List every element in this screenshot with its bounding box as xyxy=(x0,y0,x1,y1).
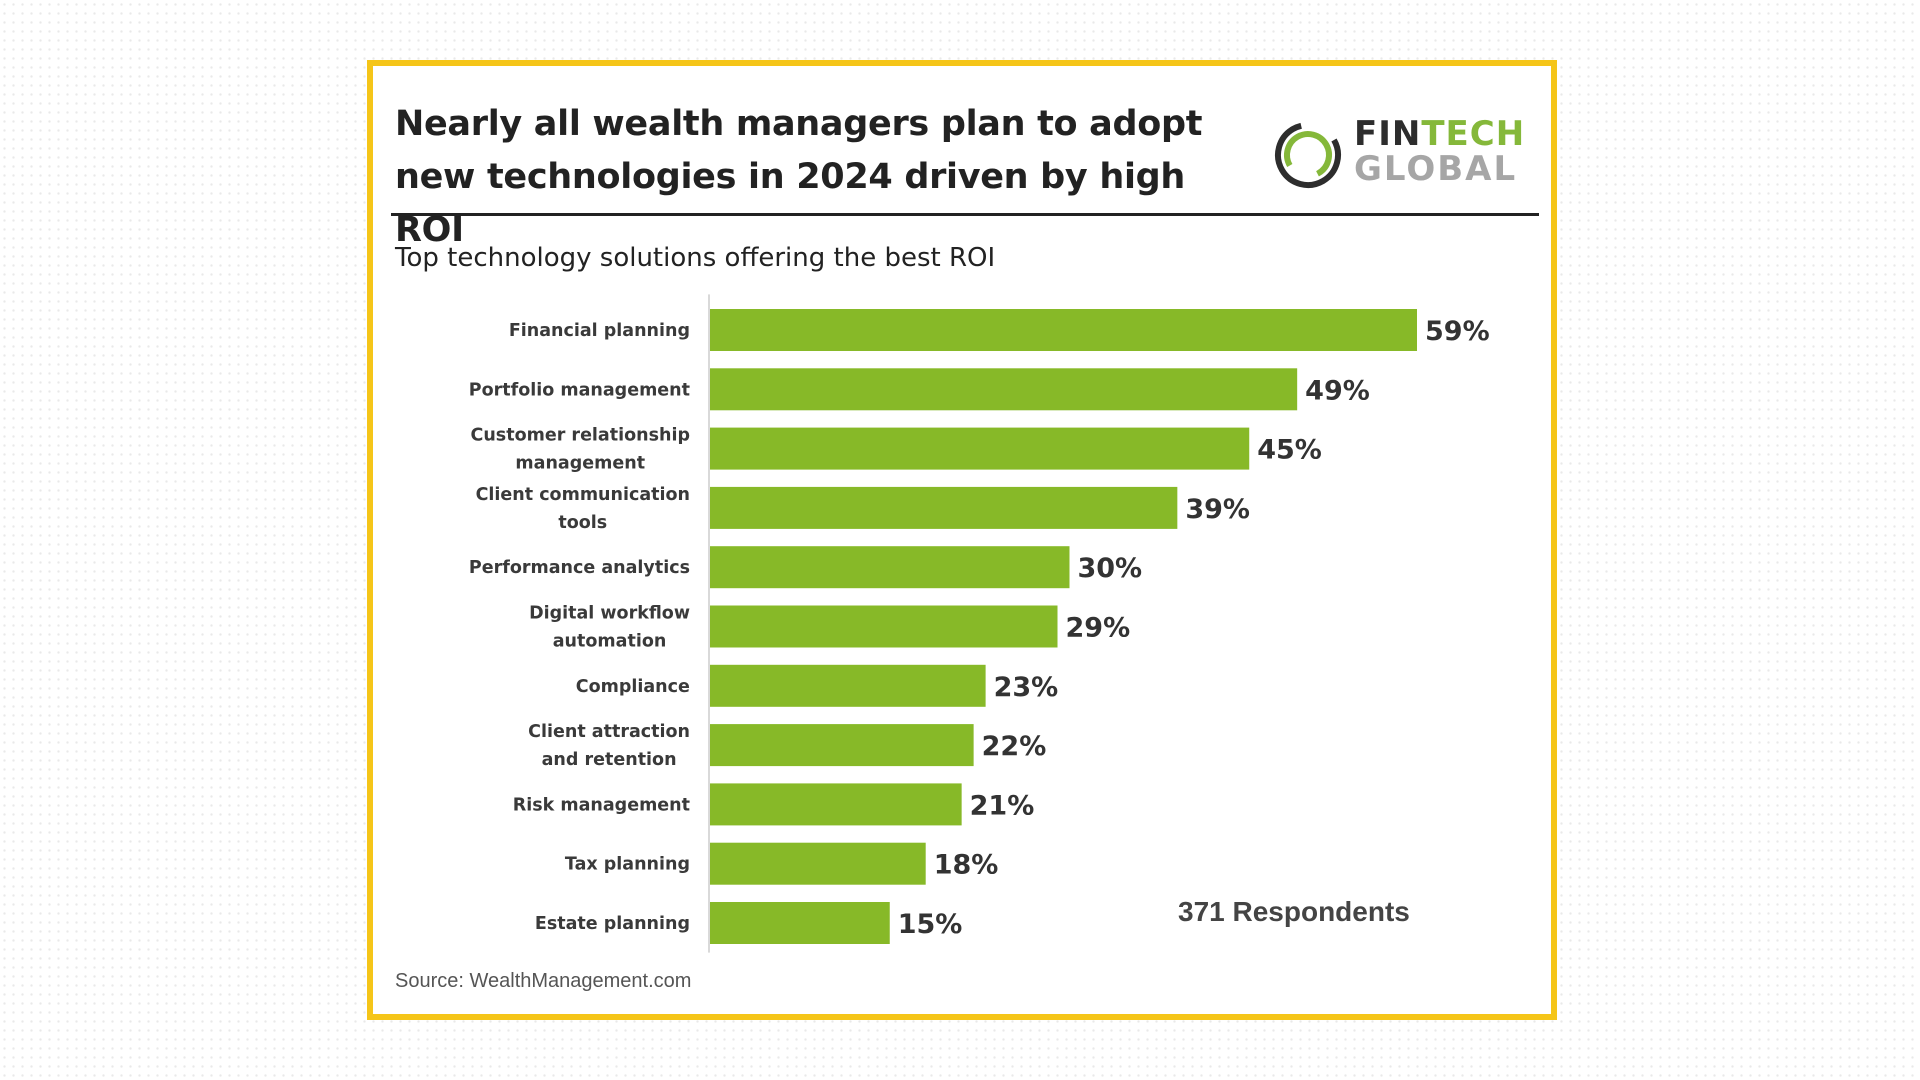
data-label: 30% xyxy=(1077,553,1142,584)
logo-tech: TECH xyxy=(1421,114,1526,154)
data-label: 59% xyxy=(1425,316,1490,347)
bar xyxy=(710,546,1070,589)
title-divider xyxy=(391,213,1539,216)
bar xyxy=(710,427,1250,470)
logo-global-text: GLOBAL xyxy=(1354,149,1518,189)
category-label: Tax planning xyxy=(565,855,690,875)
category-label: Financial planning xyxy=(509,321,690,341)
logo-fintech-text: FINTECH xyxy=(1354,116,1525,152)
category-label: Compliance xyxy=(576,677,690,697)
bar xyxy=(710,309,1417,351)
data-label: 23% xyxy=(994,672,1059,703)
bar xyxy=(710,842,926,885)
bar xyxy=(710,664,986,707)
logo-ring-icon xyxy=(1275,122,1341,188)
respondents-count: 371 Respondents xyxy=(1178,896,1410,927)
data-label: 29% xyxy=(1066,613,1131,644)
data-label: 49% xyxy=(1305,375,1370,406)
category-label: Estate planning xyxy=(535,914,690,934)
bar xyxy=(710,605,1058,648)
bar xyxy=(710,368,1298,411)
category-label: Client attraction and retention xyxy=(528,722,690,770)
bar xyxy=(710,902,890,944)
category-label: Portfolio management xyxy=(469,380,690,400)
data-label: 18% xyxy=(934,850,999,881)
category-label: Customer relationship management xyxy=(471,426,691,474)
data-label: 22% xyxy=(982,731,1047,762)
chart-subtitle: Top technology solutions offering the be… xyxy=(395,243,996,273)
data-label: 15% xyxy=(898,909,963,940)
bar xyxy=(710,724,974,767)
data-label: 21% xyxy=(970,790,1035,821)
category-label: Risk management xyxy=(513,795,690,815)
bar xyxy=(710,783,962,826)
fintech-global-logo: FINTECH GLOBAL xyxy=(1270,108,1524,198)
source-note: Source: WealthManagement.com xyxy=(395,970,692,992)
chart-title: Nearly all wealth managers plan to adopt… xyxy=(395,104,1203,250)
bar xyxy=(710,486,1178,529)
category-label: Performance analytics xyxy=(469,558,690,578)
data-label: 39% xyxy=(1185,494,1250,525)
bar-chart: 59% Financial planning 49% Portfolio manage… xyxy=(469,294,1490,953)
category-label: Digital workflow automation xyxy=(529,604,690,652)
chart-card: Nearly all wealth managers plan to adopt… xyxy=(367,60,1557,1020)
category-label: Client communication tools xyxy=(476,485,690,533)
data-label: 45% xyxy=(1257,435,1322,466)
logo-fin: FIN xyxy=(1354,114,1422,154)
